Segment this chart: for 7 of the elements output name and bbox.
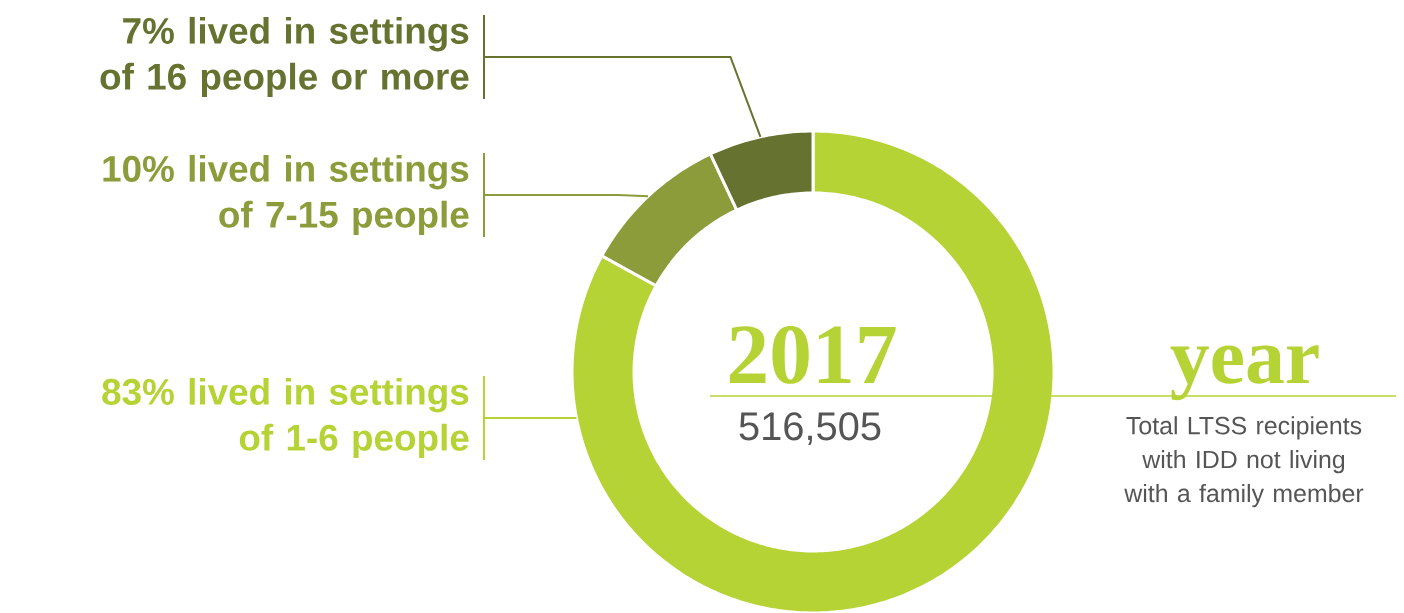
legend-label: 7% lived in settings of 16 people or more [100, 16, 469, 98]
legend-label: 10% lived in settings of 7-15 people [103, 154, 469, 236]
text: 2017 [729, 326, 896, 384]
text: Total LTSS recipients with IDD not living with a family member [1124, 416, 1364, 508]
text: year [1170, 345, 1319, 401]
legend-label: 83% lived in settings of 1-6 people [102, 377, 469, 459]
text: 516,505 [739, 412, 881, 446]
